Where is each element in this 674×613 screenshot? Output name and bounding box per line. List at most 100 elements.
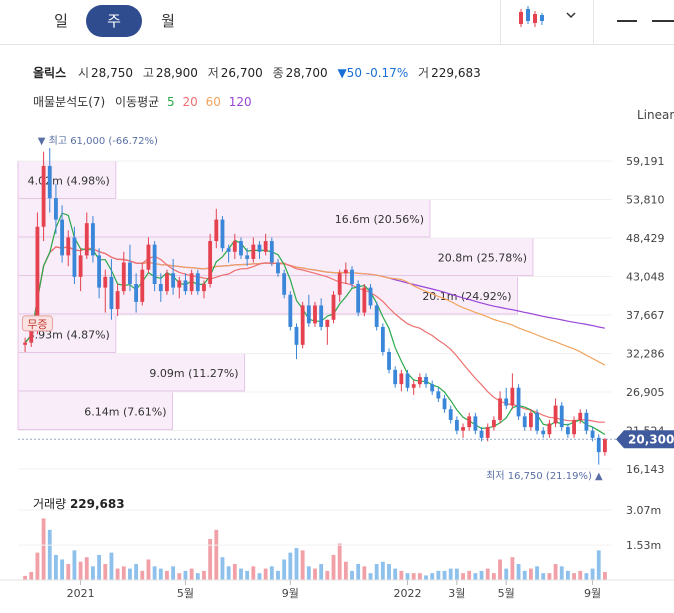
volume-bar [306, 566, 311, 580]
candle [152, 241, 157, 292]
candlestick-icon [519, 6, 544, 27]
candle [584, 409, 589, 435]
volume-bar [325, 570, 330, 580]
volume-bar [522, 570, 527, 580]
volume-profile-bar [17, 391, 173, 430]
candle [559, 402, 564, 431]
price-chart[interactable]: 4.02m (4.98%) 16.6m (20.56%) 20.8m (25.78%… [0, 128, 674, 484]
volume-bar [152, 566, 157, 580]
volume-bar [41, 518, 46, 580]
volume-profile-label: 4.02m (4.98%) [28, 174, 110, 187]
candle [41, 151, 46, 242]
volume-label: 거 [418, 66, 430, 80]
candle-body [393, 369, 398, 385]
candle [23, 337, 27, 352]
minimize-icon[interactable] [617, 20, 637, 22]
volume-bar [559, 566, 564, 580]
close-label: 종 [272, 66, 284, 80]
candle-body [72, 237, 77, 277]
candle [84, 212, 89, 259]
volume-profile-bar [17, 237, 534, 276]
candle-body [306, 305, 311, 324]
candle [337, 269, 342, 302]
candle [276, 258, 280, 277]
candle-body [578, 412, 583, 420]
candle-body [171, 273, 176, 288]
volume-bar [158, 568, 163, 580]
candle [195, 269, 200, 295]
indicator-volume-profile[interactable]: 매물분석도(7) [33, 95, 106, 109]
chart-type-selector[interactable] [500, 0, 594, 44]
candle [177, 276, 182, 299]
candle [60, 205, 65, 263]
candle-body [528, 412, 533, 428]
tab-week[interactable]: 주 [86, 5, 142, 37]
high-label: 고 [142, 66, 154, 80]
volume-bar [313, 568, 317, 580]
volume-bar [356, 564, 361, 580]
y-tick-label: 37,667 [626, 309, 665, 322]
candle-body [177, 280, 182, 288]
low-value: 26,700 [220, 66, 263, 80]
candle-body [343, 269, 348, 274]
candle-body [165, 273, 169, 292]
volume-bar [165, 570, 169, 580]
candle-body [220, 219, 225, 249]
candle-body [47, 165, 52, 199]
tab-month[interactable]: 월 [161, 12, 175, 30]
candle-body [337, 273, 342, 295]
candle [442, 394, 447, 413]
candle-body [91, 223, 95, 256]
volume-bar [232, 564, 237, 580]
candle [485, 423, 490, 442]
candle [461, 423, 465, 438]
volume-chart[interactable]: 3.07m 1.53m 2021 5월 9월 2022 3월 5월 9월 [0, 490, 674, 613]
candle-body [245, 255, 250, 259]
volume-profile-label: 9.09m (11.27%) [149, 367, 238, 380]
scale-toggle[interactable]: Linear [637, 108, 674, 122]
tab-day[interactable]: 일 [54, 12, 68, 30]
volume-panel-value: 229,683 [69, 497, 125, 511]
chevron-down-icon [566, 12, 576, 19]
candle [158, 273, 163, 302]
candle [257, 241, 262, 259]
volume-bar [282, 559, 287, 580]
candle [430, 380, 435, 395]
candle-body [84, 223, 89, 256]
x-tick-label: 5월 [177, 587, 194, 600]
indicator-ma-label[interactable]: 이동평균 [115, 95, 160, 109]
candle [473, 412, 478, 435]
candle [541, 427, 546, 438]
candle [331, 291, 336, 324]
candle-body [189, 273, 194, 292]
candle [590, 427, 595, 442]
candle-body [485, 427, 490, 438]
candle [411, 380, 416, 395]
candle [91, 216, 95, 263]
volume-bar [331, 554, 336, 580]
candle [47, 148, 52, 213]
volume-bar [84, 557, 89, 580]
candle-body [454, 419, 459, 431]
collapse-icon[interactable] [652, 20, 674, 22]
ma20-line [24, 246, 605, 423]
current-price-label: 20,300 [628, 432, 674, 446]
candle [288, 291, 293, 331]
volume-profile-label: 20.1m (24.92%) [422, 290, 511, 303]
y-tick-label: 53,810 [626, 194, 665, 207]
volume-bar [350, 570, 354, 580]
volume-bar [288, 552, 293, 580]
candle-body [121, 262, 126, 292]
volume-bar [35, 552, 40, 580]
candle [535, 409, 539, 435]
volume-bar [553, 564, 558, 580]
candle-body [239, 241, 243, 256]
candle [343, 262, 348, 284]
candle [504, 387, 509, 410]
volume-bar [578, 570, 583, 580]
candle [393, 366, 398, 388]
volume-bar [374, 564, 379, 580]
event-label: 무증 [27, 318, 47, 331]
x-tick-label: 5월 [498, 587, 515, 600]
candle [35, 212, 40, 335]
